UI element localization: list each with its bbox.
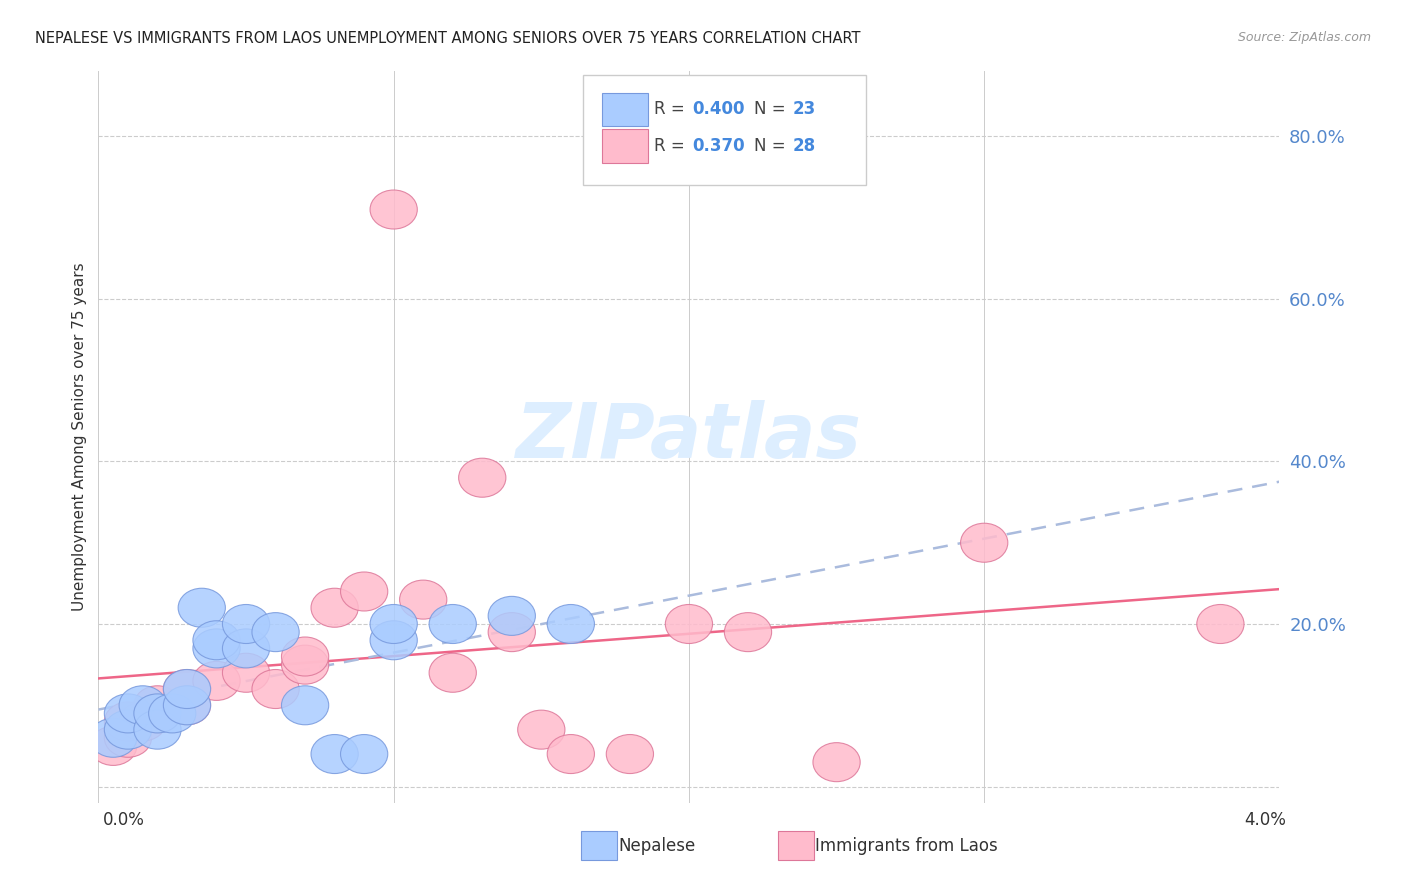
Ellipse shape [370, 605, 418, 643]
Ellipse shape [517, 710, 565, 749]
Ellipse shape [134, 710, 181, 749]
Ellipse shape [547, 734, 595, 773]
Ellipse shape [120, 702, 166, 741]
Text: ZIPatlas: ZIPatlas [516, 401, 862, 474]
Ellipse shape [193, 661, 240, 700]
Ellipse shape [458, 458, 506, 497]
Text: Immigrants from Laos: Immigrants from Laos [815, 837, 998, 855]
Ellipse shape [104, 694, 152, 733]
Ellipse shape [90, 726, 136, 765]
Ellipse shape [252, 613, 299, 652]
Ellipse shape [340, 734, 388, 773]
Ellipse shape [163, 670, 211, 708]
Ellipse shape [222, 653, 270, 692]
Ellipse shape [399, 580, 447, 619]
FancyBboxPatch shape [582, 75, 866, 185]
Text: Nepalese: Nepalese [619, 837, 696, 855]
Ellipse shape [488, 597, 536, 635]
Text: 23: 23 [793, 101, 815, 119]
Text: R =: R = [654, 101, 689, 119]
Ellipse shape [163, 686, 211, 725]
Ellipse shape [90, 718, 136, 757]
Ellipse shape [281, 645, 329, 684]
Ellipse shape [429, 653, 477, 692]
Ellipse shape [163, 686, 211, 725]
Ellipse shape [193, 621, 240, 660]
Text: 28: 28 [793, 137, 815, 155]
Ellipse shape [606, 734, 654, 773]
Ellipse shape [429, 605, 477, 643]
Ellipse shape [665, 605, 713, 643]
Text: 0.370: 0.370 [693, 137, 745, 155]
Ellipse shape [149, 694, 195, 733]
Text: Source: ZipAtlas.com: Source: ZipAtlas.com [1237, 31, 1371, 45]
Ellipse shape [370, 190, 418, 229]
Ellipse shape [281, 686, 329, 725]
Ellipse shape [340, 572, 388, 611]
Text: N =: N = [754, 137, 790, 155]
Ellipse shape [222, 605, 270, 643]
Ellipse shape [488, 613, 536, 652]
Text: 4.0%: 4.0% [1244, 811, 1286, 829]
Text: 0.400: 0.400 [693, 101, 745, 119]
Text: N =: N = [754, 101, 790, 119]
Ellipse shape [134, 694, 181, 733]
Ellipse shape [120, 686, 166, 725]
Ellipse shape [252, 670, 299, 708]
Ellipse shape [311, 588, 359, 627]
Ellipse shape [724, 613, 772, 652]
Ellipse shape [193, 629, 240, 668]
FancyBboxPatch shape [602, 93, 648, 127]
Ellipse shape [1197, 605, 1244, 643]
Ellipse shape [370, 621, 418, 660]
Ellipse shape [222, 629, 270, 668]
Text: R =: R = [654, 137, 689, 155]
Ellipse shape [134, 686, 181, 725]
Text: 0.0%: 0.0% [103, 811, 145, 829]
Ellipse shape [134, 694, 181, 733]
Ellipse shape [960, 524, 1008, 562]
Ellipse shape [547, 605, 595, 643]
Ellipse shape [104, 710, 152, 749]
Y-axis label: Unemployment Among Seniors over 75 years: Unemployment Among Seniors over 75 years [72, 263, 87, 611]
Ellipse shape [311, 734, 359, 773]
Ellipse shape [813, 743, 860, 781]
Ellipse shape [104, 718, 152, 757]
Ellipse shape [281, 637, 329, 676]
Ellipse shape [104, 702, 152, 741]
Text: NEPALESE VS IMMIGRANTS FROM LAOS UNEMPLOYMENT AMONG SENIORS OVER 75 YEARS CORREL: NEPALESE VS IMMIGRANTS FROM LAOS UNEMPLO… [35, 31, 860, 46]
Ellipse shape [163, 670, 211, 708]
Ellipse shape [179, 588, 225, 627]
FancyBboxPatch shape [602, 129, 648, 162]
